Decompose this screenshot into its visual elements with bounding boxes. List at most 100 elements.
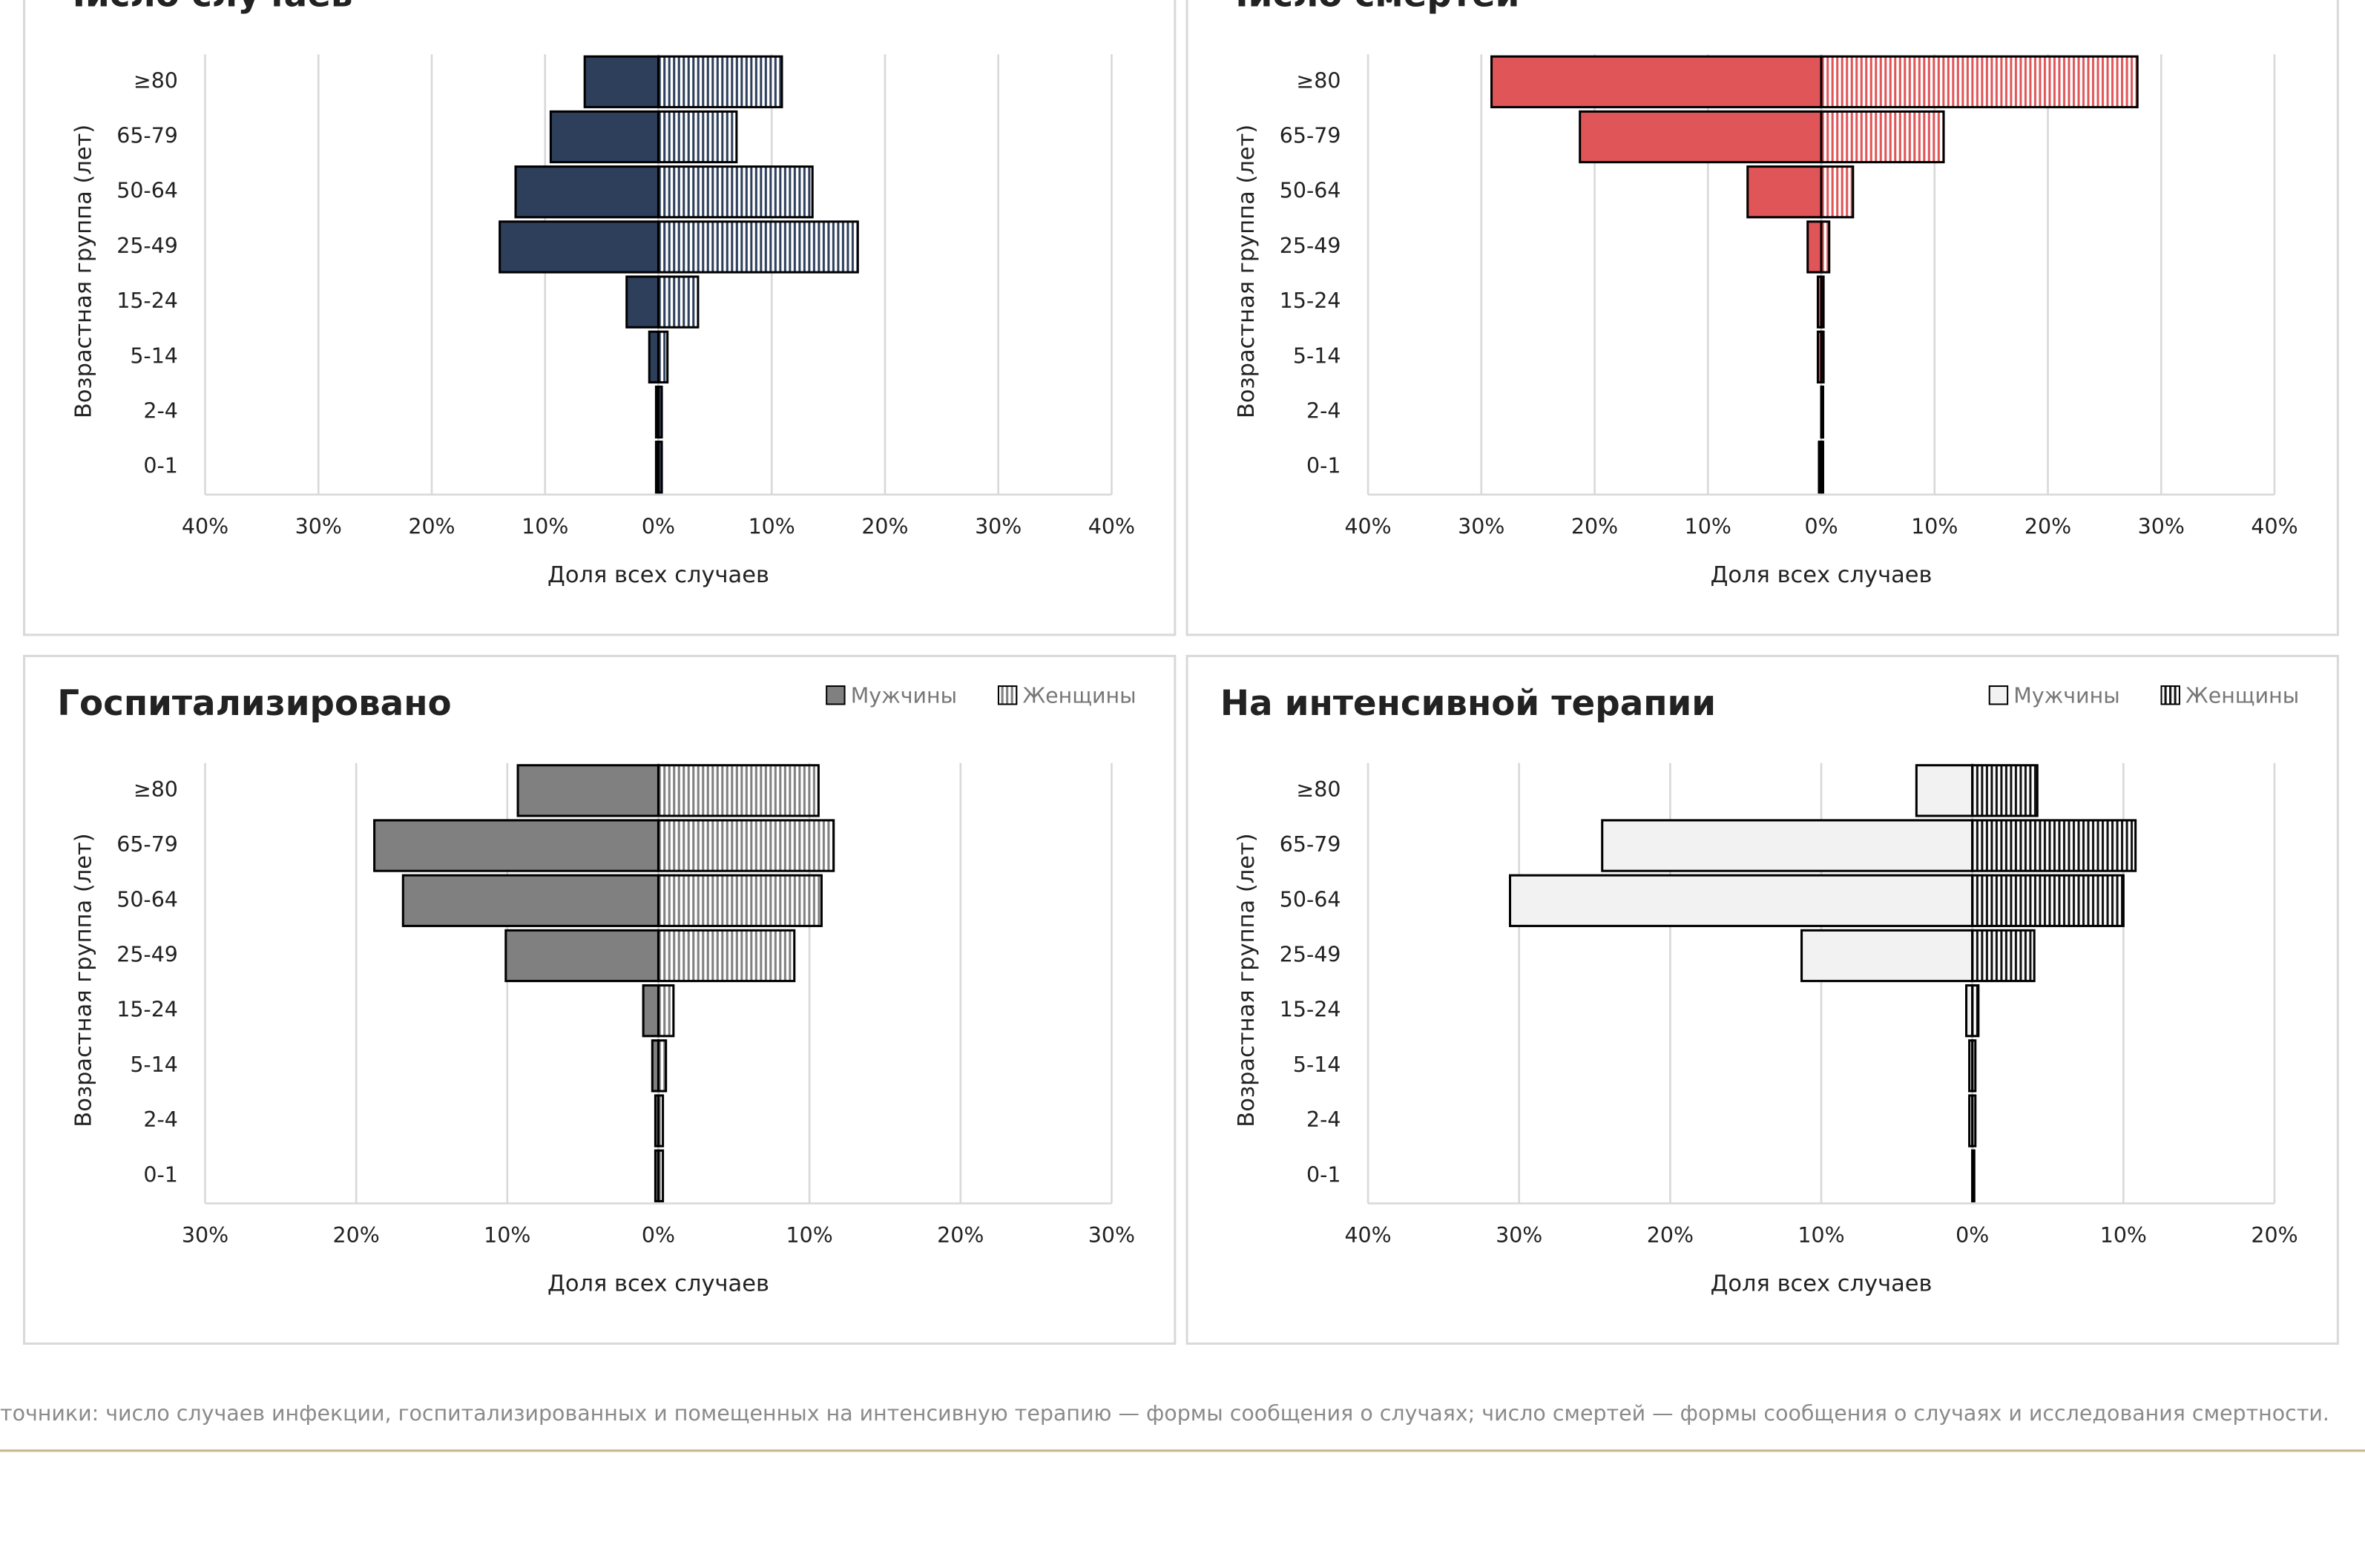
bar bbox=[657, 764, 820, 817]
x-tick-label: 30% bbox=[2138, 515, 2185, 539]
x-tick-label: 10% bbox=[786, 1223, 833, 1248]
legend-label: Мужчины bbox=[851, 683, 957, 708]
x-tick-label: 10% bbox=[1797, 1223, 1844, 1248]
bar bbox=[1820, 220, 1831, 274]
y-tick-label: 25-49 bbox=[116, 942, 178, 966]
y-tick-label: 50-64 bbox=[1280, 887, 1341, 912]
x-axis-title: Доля всех случаев bbox=[547, 1271, 769, 1297]
bar bbox=[549, 110, 660, 164]
x-tick-label: 40% bbox=[2251, 515, 2297, 539]
y-tick-label: 5-14 bbox=[1293, 1053, 1341, 1077]
y-tick-label: 50-64 bbox=[116, 179, 178, 203]
bar bbox=[1971, 1149, 1976, 1202]
bar bbox=[1971, 1094, 1977, 1147]
x-tick-label: 40% bbox=[1088, 515, 1135, 539]
bar bbox=[1746, 165, 1823, 219]
bar bbox=[648, 330, 660, 383]
bar bbox=[657, 984, 675, 1038]
bar bbox=[657, 441, 663, 494]
legend-swatch bbox=[826, 685, 846, 705]
x-tick-label: 0% bbox=[642, 515, 675, 539]
bar bbox=[657, 220, 859, 274]
bar bbox=[657, 330, 669, 383]
bar bbox=[499, 220, 660, 274]
y-tick-label: 25-49 bbox=[116, 234, 178, 258]
x-tick-label: 30% bbox=[1088, 1223, 1135, 1248]
bar bbox=[1601, 819, 1974, 872]
bar bbox=[1971, 764, 2039, 817]
x-tick-label: 10% bbox=[749, 515, 795, 539]
x-tick-label: 30% bbox=[182, 1223, 228, 1248]
x-tick-label: 40% bbox=[182, 515, 228, 539]
y-tick-label: 2-4 bbox=[1306, 399, 1341, 424]
x-tick-label: 30% bbox=[1458, 515, 1504, 539]
y-tick-label: 2-4 bbox=[143, 399, 177, 424]
x-tick-label: 10% bbox=[484, 1223, 530, 1248]
y-tick-label: 15-24 bbox=[116, 289, 178, 313]
x-axis-title: Доля всех случаев bbox=[547, 562, 769, 588]
legend-swatch bbox=[2160, 685, 2180, 705]
y-tick-label: 15-24 bbox=[1280, 289, 1341, 313]
x-tick-label: 20% bbox=[408, 515, 455, 539]
y-tick-label: 50-64 bbox=[1280, 179, 1341, 203]
bar bbox=[1915, 764, 1974, 817]
x-tick-label: 10% bbox=[2100, 1223, 2147, 1248]
bar bbox=[657, 1149, 665, 1202]
bar bbox=[657, 1094, 665, 1147]
y-tick-label: 2-4 bbox=[143, 1107, 177, 1132]
x-tick-label: 0% bbox=[1804, 515, 1838, 539]
x-axis-title: Доля всех случаев bbox=[1711, 562, 1933, 588]
bar bbox=[657, 929, 796, 983]
y-tick-label: 65-79 bbox=[116, 832, 178, 857]
bar bbox=[1971, 1039, 1977, 1093]
y-tick-label: ≥80 bbox=[134, 68, 178, 93]
y-tick-label: ≥80 bbox=[1296, 68, 1341, 93]
y-tick-label: 65-79 bbox=[1280, 124, 1341, 148]
bar bbox=[657, 55, 783, 108]
y-tick-label: 15-24 bbox=[1280, 998, 1341, 1022]
bar bbox=[625, 275, 660, 329]
bar bbox=[657, 819, 835, 872]
source-note: точники: число случаев инфекции, госпита… bbox=[0, 1401, 2329, 1426]
chart-title: На интенсивной терапии bbox=[1220, 684, 1716, 724]
y-axis-title: Возрастная группа (лет) bbox=[70, 125, 96, 418]
bar bbox=[1971, 929, 2036, 983]
bar bbox=[1820, 385, 1825, 439]
bar bbox=[1820, 110, 1945, 164]
y-tick-label: 0-1 bbox=[143, 454, 177, 478]
y-tick-label: 0-1 bbox=[143, 1162, 177, 1187]
bar bbox=[1820, 55, 2139, 108]
bar bbox=[1508, 874, 1974, 927]
bar bbox=[657, 874, 823, 927]
bar bbox=[657, 110, 738, 164]
x-tick-label: 20% bbox=[2251, 1223, 2297, 1248]
y-tick-label: 5-14 bbox=[1293, 343, 1341, 368]
bar bbox=[516, 764, 660, 817]
x-tick-label: 10% bbox=[522, 515, 568, 539]
bar bbox=[657, 165, 814, 219]
y-tick-label: 15-24 bbox=[116, 998, 178, 1022]
legend-label: Женщины bbox=[2185, 683, 2299, 708]
bar bbox=[1971, 819, 2137, 872]
x-tick-label: 30% bbox=[295, 515, 342, 539]
x-tick-label: 0% bbox=[642, 1223, 675, 1248]
y-tick-label: 5-14 bbox=[130, 343, 178, 368]
x-tick-label: 40% bbox=[1344, 1223, 1391, 1248]
panel bbox=[1185, 654, 2339, 1345]
bar bbox=[1800, 929, 1974, 983]
bar bbox=[1490, 55, 1823, 108]
legend-label: Мужчины bbox=[2013, 683, 2119, 708]
bar bbox=[642, 984, 660, 1038]
chart-title: Число смертей bbox=[1220, 0, 1520, 15]
x-tick-label: 40% bbox=[1344, 515, 1391, 539]
y-axis-title: Возрастная группа (лет) bbox=[1234, 833, 1260, 1127]
x-tick-label: 30% bbox=[1496, 1223, 1542, 1248]
bar bbox=[1971, 874, 2125, 927]
bar bbox=[657, 275, 700, 329]
bar bbox=[1971, 984, 1980, 1038]
bar bbox=[373, 819, 660, 872]
y-tick-label: 0-1 bbox=[1306, 1162, 1341, 1187]
bar bbox=[1820, 165, 1855, 219]
y-tick-label: ≥80 bbox=[134, 777, 178, 802]
